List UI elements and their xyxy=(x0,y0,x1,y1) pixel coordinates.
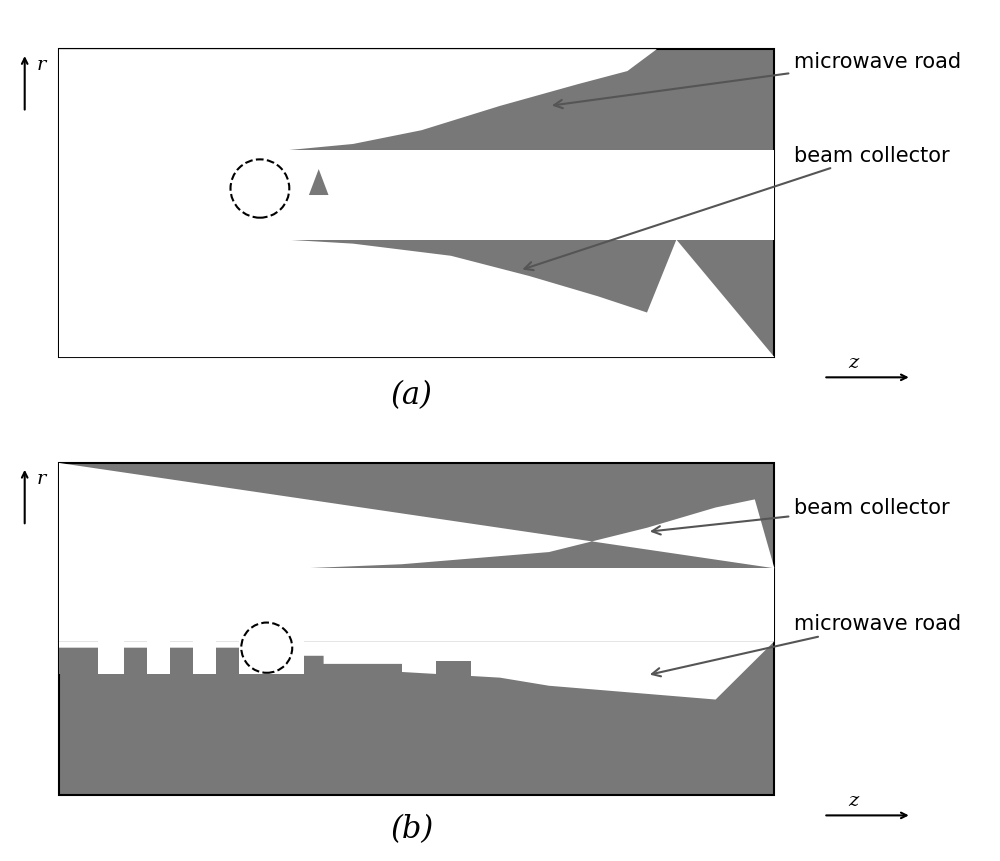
Polygon shape xyxy=(59,50,657,152)
Bar xyxy=(158,119,180,152)
Bar xyxy=(75,641,98,674)
Polygon shape xyxy=(309,170,328,195)
Polygon shape xyxy=(59,463,774,568)
Bar xyxy=(436,662,471,678)
Text: microwave road: microwave road xyxy=(554,53,961,109)
Polygon shape xyxy=(59,240,774,357)
Bar xyxy=(115,240,136,273)
Text: r: r xyxy=(36,469,46,487)
Text: (b): (b) xyxy=(390,813,433,844)
Bar xyxy=(124,536,147,568)
Bar xyxy=(200,119,222,152)
Bar xyxy=(59,568,774,641)
Bar xyxy=(73,119,94,152)
Bar xyxy=(59,50,774,357)
Bar xyxy=(75,536,98,568)
Text: (a): (a) xyxy=(391,380,433,411)
Bar xyxy=(115,119,136,152)
Bar xyxy=(158,240,180,273)
Bar xyxy=(216,536,239,568)
Bar xyxy=(170,641,193,674)
Bar xyxy=(216,641,239,674)
Bar xyxy=(59,119,81,273)
Text: z: z xyxy=(848,791,858,809)
Text: z: z xyxy=(848,353,858,371)
Bar xyxy=(170,536,193,568)
Bar xyxy=(124,641,147,674)
Bar xyxy=(200,240,222,273)
Bar xyxy=(59,463,774,796)
Bar xyxy=(59,152,774,240)
Polygon shape xyxy=(59,641,774,700)
Bar xyxy=(59,536,304,674)
Bar xyxy=(59,119,284,273)
Bar xyxy=(73,240,94,273)
Text: microwave road: microwave road xyxy=(652,614,961,677)
Text: beam collector: beam collector xyxy=(524,146,950,271)
Text: beam collector: beam collector xyxy=(652,498,950,535)
Text: r: r xyxy=(36,56,46,74)
Bar xyxy=(59,536,83,674)
